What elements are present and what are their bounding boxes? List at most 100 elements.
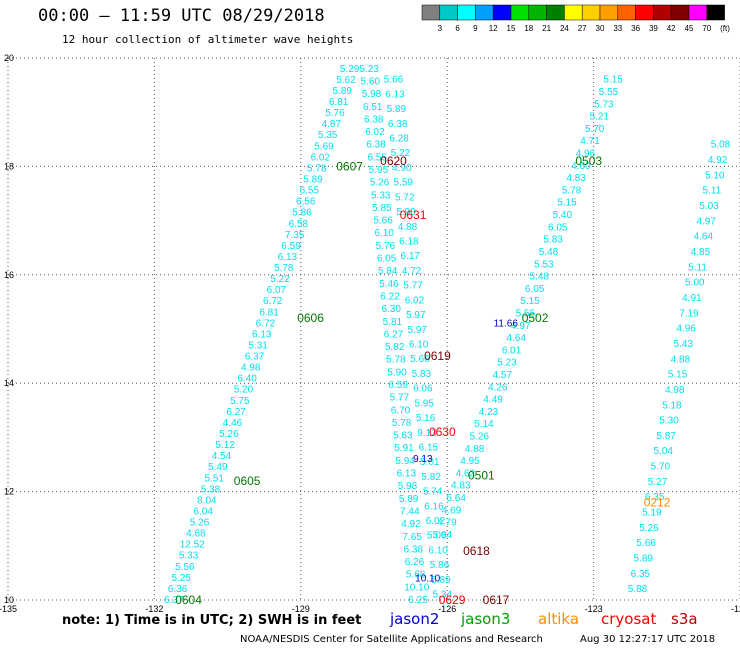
wave-height-point: 5.23 xyxy=(359,64,379,75)
satellite-legend-item: cryosat xyxy=(601,610,656,628)
wave-height-point: 5.85 xyxy=(372,203,392,214)
wave-height-point: 5.98 xyxy=(398,481,418,492)
wave-height-point: 5.04 xyxy=(433,530,453,541)
wave-height-point: 5.83 xyxy=(543,235,563,246)
colorbar-threshold: 70 xyxy=(702,24,711,33)
wave-height-point: 5.15 xyxy=(557,198,577,209)
wave-height-point: 5.20 xyxy=(234,385,254,396)
wave-height-point: 5.11 xyxy=(703,186,722,197)
highlight-point: 11.66 xyxy=(494,319,519,330)
wave-height-point: 6.72 xyxy=(263,296,283,307)
wave-height-point: 4.96 xyxy=(676,324,696,335)
wave-height-point: 5.75 xyxy=(230,396,250,407)
colorbar-swatch xyxy=(493,5,511,20)
wave-height-point: 6.22 xyxy=(380,291,400,302)
wave-height-point: 6.59 xyxy=(388,380,408,391)
wave-height-point: 5.63 xyxy=(393,431,413,442)
wave-height-point: 5.22 xyxy=(270,274,290,285)
colorbar-swatch xyxy=(653,5,671,20)
wave-height-point: 4.49 xyxy=(483,395,503,406)
wave-height-point: 5.26 xyxy=(639,523,659,534)
colorbar-swatch xyxy=(475,5,493,20)
colorbar-swatch xyxy=(600,5,618,20)
wave-height-point: 5.00 xyxy=(685,278,705,289)
x-tick-label: -120 xyxy=(731,604,740,614)
colorbar-swatch xyxy=(440,5,458,20)
wave-height-point: 5.98 xyxy=(362,89,382,100)
wave-height-point: 6.02 xyxy=(311,152,331,163)
wave-height-point: 4.98 xyxy=(665,385,685,396)
wave-height-point: 6.25 xyxy=(408,595,428,606)
wave-height-point: 7.44 xyxy=(400,506,420,517)
wave-height-point: 6.28 xyxy=(389,134,409,145)
pass-label: 0604 xyxy=(175,593,202,607)
satellite-legend-item: altika xyxy=(538,610,579,628)
colorbar-swatch xyxy=(564,5,582,20)
wave-height-point: 6.72 xyxy=(256,318,276,329)
wave-height-point: 5.82 xyxy=(421,472,441,483)
colorbar-swatch xyxy=(636,5,654,20)
wave-height-point: 5.48 xyxy=(530,272,550,283)
pass-label: 0631 xyxy=(400,208,427,222)
wave-height-point: 5.27 xyxy=(648,477,668,488)
wave-height-point: 5.89 xyxy=(303,174,323,185)
pass-label: 0212 xyxy=(644,495,671,509)
wave-height-point: 4.72 xyxy=(402,266,422,277)
colorbar-threshold: 39 xyxy=(649,24,658,33)
wave-height-point: 5.26 xyxy=(470,432,490,443)
wave-height-point: 5.70 xyxy=(585,124,605,135)
wave-height-point: 6.18 xyxy=(399,237,419,248)
pass-label: 0617 xyxy=(483,593,510,607)
wave-height-point: 5.03 xyxy=(699,201,719,212)
wave-height-point: 6.51 xyxy=(363,102,383,113)
wave-height-point: 5.59 xyxy=(394,178,414,189)
wave-height-point: 5.87 xyxy=(656,431,676,442)
wave-height-point: 6.04 xyxy=(193,506,213,517)
wave-height-point: 5.48 xyxy=(539,247,559,258)
wave-height-point: 5.91 xyxy=(394,443,414,454)
wave-height-point: 5.83 xyxy=(412,369,432,380)
wave-height-point: 5.56 xyxy=(175,562,195,573)
wave-height-point: 6.07 xyxy=(267,285,287,296)
wave-height-chart: -135-132-129-126-123-120101214161820 6.3… xyxy=(0,0,740,650)
wave-height-point: 5.78 xyxy=(386,355,406,366)
wave-height-point: 6.56 xyxy=(296,197,316,208)
colorbar-swatch xyxy=(618,5,636,20)
wave-height-point: 5.25 xyxy=(172,573,192,584)
wave-height-point: 5.53 xyxy=(534,259,554,270)
wave-height-point: 5.35 xyxy=(318,130,338,141)
satellite-legend: jason2 jason3 altika cryosat s3a xyxy=(389,610,698,628)
wave-height-point: 5.89 xyxy=(399,494,419,505)
pass-label: 0607 xyxy=(336,159,363,173)
colorbar-swatch xyxy=(582,5,600,20)
colorbar-threshold: 21 xyxy=(542,24,551,33)
wave-height-point: 5.10 xyxy=(705,170,725,181)
colorbar-unit: (ft) xyxy=(720,24,730,33)
chart-page: 00:00 – 11:59 UTC 08/29/2018 12 hour col… xyxy=(0,0,740,650)
colorbar-threshold: 24 xyxy=(560,24,569,33)
wave-height-point: 6.55 xyxy=(300,186,320,197)
wave-height-point: 5.33 xyxy=(371,190,391,201)
wave-height-point: 5.14 xyxy=(474,419,494,430)
wave-height-point: 5.16 xyxy=(416,413,436,424)
wave-height-point: 5.66 xyxy=(373,216,393,227)
wave-height-point: 5.15 xyxy=(520,296,540,307)
wave-height-point: 6.15 xyxy=(419,442,439,453)
wave-height-point: 4.88 xyxy=(398,222,418,233)
colorbar-threshold: 27 xyxy=(578,24,587,33)
wave-height-point: 5.78 xyxy=(307,163,327,174)
wave-height-point: 7.19 xyxy=(679,308,699,319)
satellite-legend-item: jason3 xyxy=(460,610,510,628)
footer-credit: NOAA/NESDIS Center for Satellite Applica… xyxy=(240,634,543,645)
wave-height-point: 5.97 xyxy=(406,310,426,321)
wave-height-point: 4.91 xyxy=(682,293,702,304)
wave-height-point: 5.40 xyxy=(553,210,573,221)
wave-height-point: 6.38 xyxy=(404,544,424,555)
wave-height-point: 5.81 xyxy=(383,317,403,328)
colorbar-swatch xyxy=(689,5,707,20)
wave-height-point: 5.08 xyxy=(711,140,731,151)
wave-height-point: 5.70 xyxy=(651,462,671,473)
wave-height-point: 5.72 xyxy=(395,192,415,203)
x-tick-label: -135 xyxy=(0,604,17,614)
colorbar-threshold: 18 xyxy=(524,24,533,33)
